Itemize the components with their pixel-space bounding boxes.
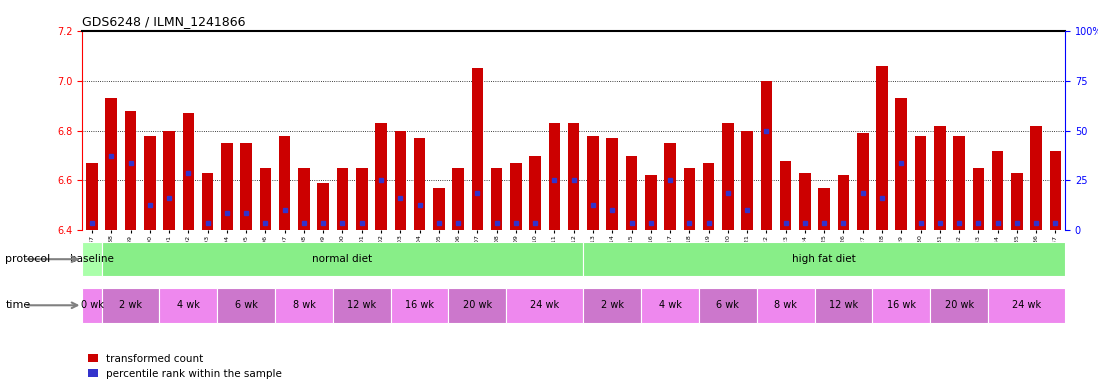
- Bar: [741, 131, 753, 230]
- Bar: [684, 168, 695, 230]
- Bar: [838, 175, 849, 230]
- Bar: [202, 173, 213, 230]
- Text: 2 wk: 2 wk: [119, 300, 142, 310]
- Bar: [394, 131, 406, 230]
- Bar: [549, 123, 560, 230]
- Text: high fat diet: high fat diet: [793, 254, 856, 264]
- Text: 4 wk: 4 wk: [659, 300, 682, 310]
- Bar: [703, 163, 715, 230]
- Bar: [664, 143, 676, 230]
- Bar: [144, 136, 156, 230]
- Bar: [164, 131, 175, 230]
- Bar: [626, 156, 637, 230]
- Bar: [934, 126, 945, 230]
- Bar: [1050, 151, 1061, 230]
- Text: 6 wk: 6 wk: [716, 300, 739, 310]
- Text: 20 wk: 20 wk: [944, 300, 974, 310]
- Bar: [973, 168, 984, 230]
- Text: 12 wk: 12 wk: [347, 300, 377, 310]
- Text: 6 wk: 6 wk: [235, 300, 258, 310]
- Bar: [221, 143, 233, 230]
- Bar: [391, 288, 448, 323]
- Text: 24 wk: 24 wk: [530, 300, 559, 310]
- Text: 16 wk: 16 wk: [405, 300, 434, 310]
- Bar: [641, 288, 699, 323]
- Bar: [722, 123, 733, 230]
- Bar: [414, 138, 425, 230]
- Bar: [159, 288, 217, 323]
- Bar: [815, 288, 873, 323]
- Bar: [529, 156, 541, 230]
- Bar: [452, 168, 463, 230]
- Bar: [279, 136, 291, 230]
- Bar: [873, 288, 930, 323]
- Bar: [448, 288, 506, 323]
- Bar: [780, 161, 792, 230]
- Bar: [1030, 126, 1042, 230]
- Bar: [953, 136, 965, 230]
- Text: 16 wk: 16 wk: [887, 300, 916, 310]
- Bar: [1011, 173, 1022, 230]
- Bar: [102, 288, 159, 323]
- Bar: [587, 136, 598, 230]
- Bar: [988, 288, 1065, 323]
- Bar: [299, 168, 310, 230]
- Bar: [699, 288, 757, 323]
- Bar: [217, 288, 274, 323]
- Bar: [102, 242, 583, 276]
- Bar: [583, 288, 641, 323]
- Bar: [991, 151, 1004, 230]
- Text: 12 wk: 12 wk: [829, 300, 858, 310]
- Bar: [356, 168, 368, 230]
- Bar: [182, 113, 194, 230]
- Text: 24 wk: 24 wk: [1012, 300, 1041, 310]
- Text: normal diet: normal diet: [313, 254, 372, 264]
- Bar: [337, 168, 348, 230]
- Text: 4 wk: 4 wk: [177, 300, 200, 310]
- Bar: [376, 123, 386, 230]
- Text: 8 wk: 8 wk: [774, 300, 797, 310]
- Bar: [317, 183, 329, 230]
- Text: 8 wk: 8 wk: [292, 300, 315, 310]
- Bar: [606, 138, 618, 230]
- Bar: [506, 288, 583, 323]
- Bar: [105, 98, 117, 230]
- Text: protocol: protocol: [5, 254, 51, 264]
- Legend: transformed count, percentile rank within the sample: transformed count, percentile rank withi…: [88, 354, 282, 379]
- Bar: [876, 66, 888, 230]
- Bar: [240, 143, 251, 230]
- Text: GDS6248 / ILMN_1241866: GDS6248 / ILMN_1241866: [82, 15, 246, 28]
- Bar: [433, 188, 445, 230]
- Bar: [757, 288, 815, 323]
- Bar: [856, 133, 869, 230]
- Bar: [799, 173, 810, 230]
- Bar: [87, 163, 98, 230]
- Bar: [82, 242, 102, 276]
- Bar: [511, 163, 522, 230]
- Bar: [645, 175, 657, 230]
- Bar: [915, 136, 927, 230]
- Bar: [896, 98, 907, 230]
- Bar: [82, 288, 102, 323]
- Bar: [818, 188, 830, 230]
- Bar: [333, 288, 391, 323]
- Bar: [259, 168, 271, 230]
- Bar: [274, 288, 333, 323]
- Text: baseline: baseline: [70, 254, 114, 264]
- Bar: [491, 168, 503, 230]
- Text: 0 wk: 0 wk: [80, 300, 103, 310]
- Bar: [583, 242, 1065, 276]
- Bar: [471, 68, 483, 230]
- Text: time: time: [5, 300, 31, 310]
- Bar: [761, 81, 772, 230]
- Text: 20 wk: 20 wk: [462, 300, 492, 310]
- Bar: [930, 288, 988, 323]
- Bar: [568, 123, 580, 230]
- Bar: [125, 111, 136, 230]
- Text: 2 wk: 2 wk: [601, 300, 624, 310]
